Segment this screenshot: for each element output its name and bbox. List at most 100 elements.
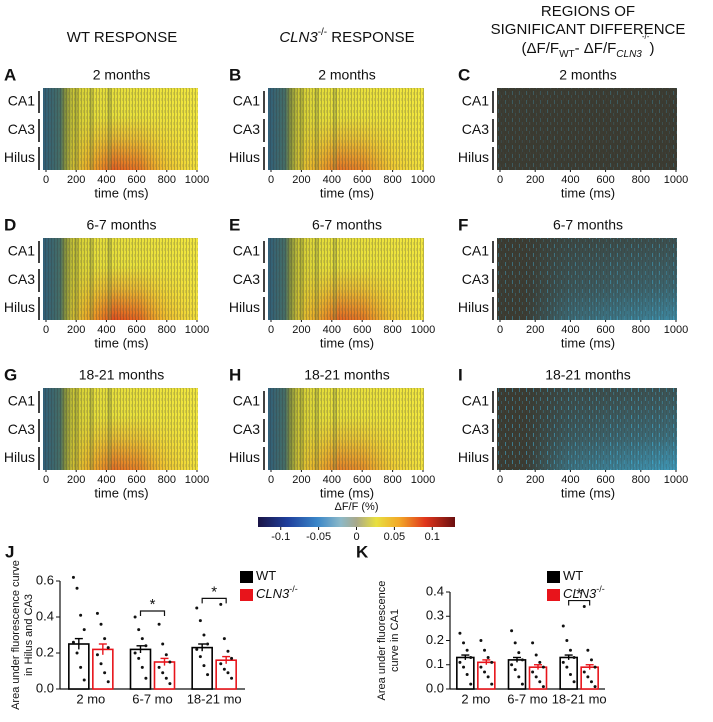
x-tick-label: 600 (353, 324, 371, 336)
x-tick-label: 6-7 mo (132, 691, 172, 706)
data-point (219, 602, 223, 606)
column-header: SIGNIFICANT DIFFERENCE (491, 21, 686, 38)
data-point (513, 641, 517, 645)
data-point (582, 670, 586, 674)
region-label: CA3 (8, 121, 35, 137)
region-label: CA1 (233, 243, 260, 259)
data-point (219, 662, 223, 666)
data-point (71, 575, 75, 579)
bar (92, 648, 114, 690)
y-tick-label: 0.2 (36, 644, 54, 659)
data-point (483, 670, 487, 674)
region-label: CA1 (233, 93, 260, 109)
significance-label: * (211, 583, 217, 600)
x-tick-label: 0 (43, 474, 49, 486)
x-axis-label: time (ms) (561, 185, 615, 200)
heatmap-stripes (43, 238, 198, 320)
bar (129, 648, 152, 690)
panel-letter: D (4, 215, 16, 234)
data-point (137, 656, 141, 660)
data-point (157, 665, 161, 669)
x-axis-label: time (ms) (320, 185, 374, 200)
y-tick-label: 0.3 (426, 608, 444, 623)
x-tick-label: 0 (497, 174, 503, 186)
x-tick-label: 200 (67, 474, 85, 486)
x-axis-label: time (ms) (94, 485, 148, 500)
x-tick-label: 200 (292, 324, 310, 336)
data-point (202, 633, 206, 637)
x-tick-label: 1000 (664, 174, 688, 186)
data-point (226, 649, 230, 653)
region-label: CA3 (8, 271, 35, 287)
data-point (198, 619, 202, 623)
data-point (140, 665, 144, 669)
panel-letter: J (5, 542, 14, 561)
x-tick-label: 600 (596, 174, 614, 186)
data-point (490, 682, 494, 686)
legend-swatch (240, 571, 253, 583)
data-point (486, 655, 490, 659)
data-point (103, 637, 107, 641)
y-axis-label: Area under fluorescence curve (10, 560, 22, 710)
data-point (458, 631, 462, 635)
heatmap-stripes (497, 238, 677, 320)
subscript: CLN3 (616, 49, 642, 60)
legend-swatch (547, 589, 560, 601)
column-header: CLN3-/- RESPONSE (279, 27, 414, 46)
x-tick-label: 800 (158, 324, 176, 336)
data-point (517, 675, 521, 679)
panel-title: 2 months (318, 67, 376, 83)
colorbar-tick-label: 0 (353, 531, 359, 543)
data-point (99, 622, 103, 626)
data-point (82, 678, 86, 682)
heatmap-stripes (43, 388, 198, 470)
x-axis-label: time (ms) (94, 335, 148, 350)
region-label: CA1 (462, 243, 489, 259)
x-tick-label: 200 (67, 324, 85, 336)
significance-bracket (568, 599, 591, 606)
data-point (565, 665, 569, 669)
data-point (586, 648, 590, 652)
x-tick-label: 400 (323, 474, 341, 486)
x-tick-label: 0 (497, 324, 503, 336)
legend-label: CLN3-/- (256, 584, 298, 601)
region-label: CA1 (462, 393, 489, 409)
heatmap (268, 238, 424, 320)
x-tick-label: 400 (561, 474, 579, 486)
data-point (164, 676, 168, 680)
x-tick-label: 800 (632, 324, 650, 336)
legend-name: WT (563, 568, 583, 583)
x-tick-label: 400 (97, 474, 115, 486)
data-point (510, 629, 514, 633)
data-point (490, 660, 494, 664)
x-tick-label: 0 (268, 474, 274, 486)
data-point (161, 671, 165, 675)
data-point (534, 675, 538, 679)
x-tick-label: 0 (43, 324, 49, 336)
significance-bracket (139, 610, 166, 616)
data-point (79, 665, 83, 669)
region-label: Hilus (458, 299, 489, 315)
region-label: Hilus (229, 299, 260, 315)
data-point (75, 651, 79, 655)
superscript: -/- (318, 27, 327, 38)
x-tick-label: 6-7 mo (507, 691, 547, 706)
x-axis-label: time (ms) (561, 485, 615, 500)
heatmap (497, 388, 677, 470)
data-point (531, 670, 535, 674)
data-point (230, 656, 234, 660)
y-axis-label: Area under fluorescence (376, 581, 388, 701)
panel-letter: I (458, 365, 463, 384)
data-point (95, 653, 99, 657)
x-tick-label: 1000 (185, 474, 209, 486)
x-tick-label: 1000 (411, 474, 435, 486)
y-tick-label: 0.4 (36, 608, 54, 623)
x-tick-label: 200 (67, 174, 85, 186)
region-label: CA3 (233, 421, 260, 437)
x-tick-label: 1000 (664, 474, 688, 486)
region-label: CA1 (8, 93, 35, 109)
data-point (469, 682, 473, 686)
region-label: Hilus (229, 449, 260, 465)
data-point (168, 682, 172, 686)
heatmap (497, 88, 677, 170)
